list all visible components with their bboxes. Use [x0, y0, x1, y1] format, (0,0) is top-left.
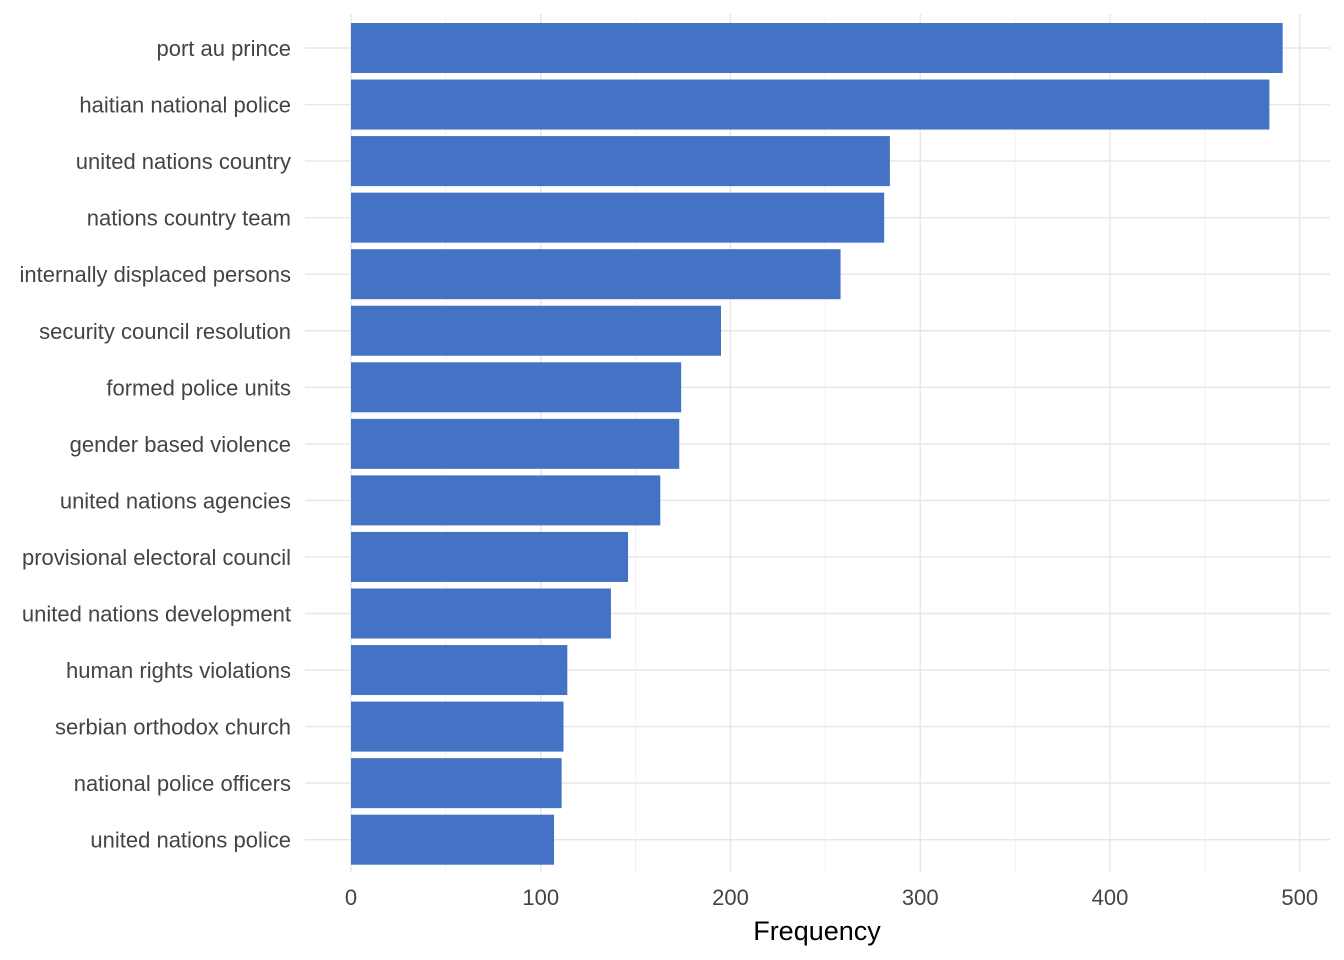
y-tick-label: internally displaced persons — [20, 262, 292, 287]
bar — [351, 305, 722, 356]
bar — [351, 362, 682, 413]
bar — [351, 814, 555, 865]
x-tick-label: 300 — [902, 885, 939, 910]
y-tick-label: port au prince — [156, 36, 291, 61]
bar — [351, 136, 890, 187]
bars — [351, 23, 1283, 865]
y-tick-label: united nations police — [90, 828, 291, 853]
bar — [351, 192, 885, 243]
x-tick-label: 200 — [712, 885, 749, 910]
bar — [351, 758, 562, 809]
y-tick-label: provisional electoral council — [22, 545, 291, 570]
x-axis-labels: 0 100 200 300 400 500 — [345, 885, 1318, 910]
x-tick-label: 500 — [1281, 885, 1318, 910]
x-tick-label: 400 — [1092, 885, 1129, 910]
x-tick-label: 100 — [522, 885, 559, 910]
y-tick-label: gender based violence — [70, 432, 291, 457]
y-tick-label: haitian national police — [79, 93, 291, 118]
y-tick-label: united nations agencies — [60, 488, 291, 513]
x-tick-label: 0 — [345, 885, 357, 910]
y-tick-label: security council resolution — [39, 319, 291, 344]
bar — [351, 701, 564, 752]
bar — [351, 588, 611, 639]
y-tick-label: serbian orthodox church — [55, 715, 291, 740]
y-tick-label: nations country team — [87, 206, 291, 231]
bar — [351, 475, 661, 526]
x-axis-title: Frequency — [753, 916, 881, 946]
y-tick-label: human rights violations — [66, 658, 291, 683]
y-tick-label: united nations development — [22, 602, 291, 627]
bar — [351, 531, 629, 582]
bar — [351, 418, 680, 469]
bar — [351, 249, 841, 300]
bar — [351, 79, 1270, 130]
y-tick-label: united nations country — [76, 149, 291, 174]
y-tick-label: formed police units — [106, 375, 291, 400]
bar — [351, 23, 1283, 73]
bar — [351, 645, 568, 696]
y-tick-label: national police officers — [74, 771, 291, 796]
y-axis-labels: port au prince haitian national police uni… — [20, 36, 292, 853]
